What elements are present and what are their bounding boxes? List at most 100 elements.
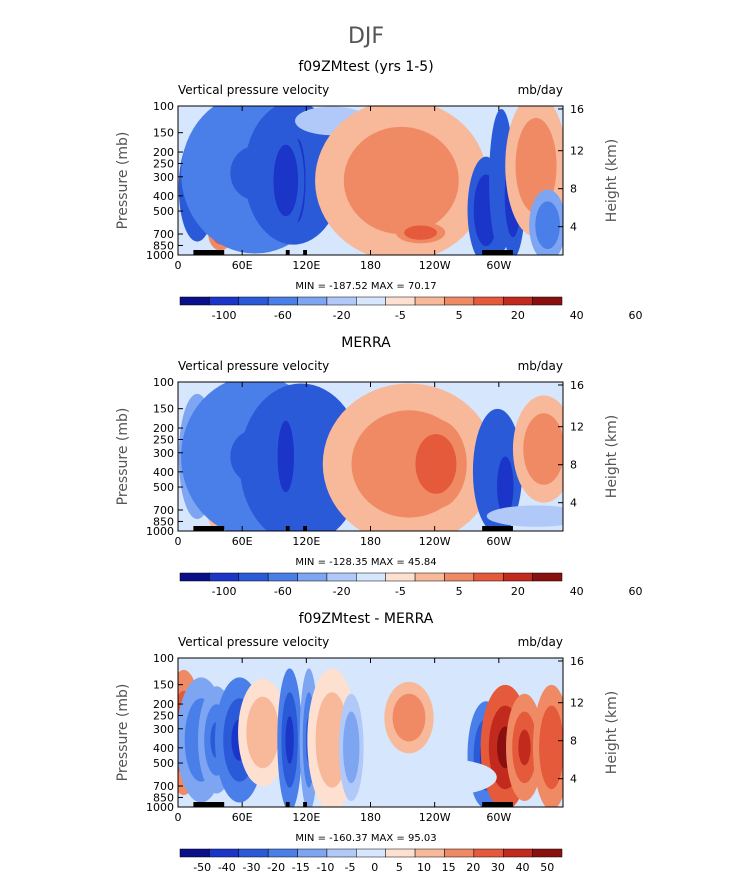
contour-region [281,438,290,475]
contour-region [519,512,553,520]
x-tick-label: 0 [175,811,182,824]
y-tick-label: 400 [153,742,174,755]
colorbar-label: 50 [540,861,554,872]
colorbar-segment [532,572,563,582]
colorbar-label: -20 [333,309,351,322]
y-tick-label: 850 [153,515,174,528]
y-tick-label: 1000 [146,249,174,262]
colorbar-label: 30 [491,861,505,872]
y-tick-label: 150 [153,127,174,140]
contour-region [412,229,429,237]
x-tick-label: 120E [292,811,320,824]
units-label: mb/day [518,83,563,97]
colorbar-segment [473,296,504,306]
colorbar-label: -100 [212,585,237,598]
colorbar-segment [297,572,328,582]
colorbar-label: -10 [316,861,334,872]
y-tick-label: 300 [153,447,174,460]
contour-region [425,449,447,479]
colorbar-label: -5 [345,861,356,872]
y-tick-label: 400 [153,466,174,479]
x-tick-label: 60E [232,535,253,548]
colorbar-segment [414,296,445,306]
units-label: mb/day [518,635,563,649]
contour-region [431,771,464,784]
x-tick-label: 180 [360,811,381,824]
colorbar-label: 10 [417,861,431,872]
y-tick-label: 700 [153,780,174,793]
colorbar-label: 20 [466,861,480,872]
x-tick-label: 60E [232,259,253,272]
colorbar-label: -20 [267,861,285,872]
y-right-tick-label: 12 [570,421,584,434]
y-tick-label: 100 [153,376,174,389]
colorbar-segment [267,848,298,858]
field [178,382,563,531]
colorbar-segment [209,572,240,582]
min-max-stats: MIN = -128.35 MAX = 45.84 [295,557,436,568]
contour-region [541,213,554,238]
colorbar-segment [532,296,563,306]
colorbar-segment [179,296,210,306]
colorbar-segment [179,848,210,858]
colorbar-label: 0 [371,861,378,872]
y-tick-label: 300 [153,723,174,736]
variable-label: Vertical pressure velocity [178,359,329,373]
colorbar-label: -15 [292,861,310,872]
colorbar-label: 60 [628,309,642,322]
colorbar-segment [297,848,328,858]
y-tick-label: 150 [153,403,174,416]
y-tick-label: 200 [153,146,174,159]
colorbar-label: 40 [570,585,584,598]
colorbar-segment [356,296,386,306]
colorbar-segment [179,572,210,582]
y-right-tick-label: 4 [570,773,577,786]
min-max-stats: MIN = -187.52 MAX = 70.17 [295,281,436,292]
min-max-stats: MIN = -160.37 MAX = 95.03 [295,833,436,844]
colorbar-segment [326,848,357,858]
y-tick-label: 1000 [146,801,174,814]
topography-mask [303,526,307,531]
topography-mask [303,802,307,807]
y-axis-title-right: Height (km) [604,415,620,498]
y-right-tick-label: 12 [570,145,584,158]
x-tick-label: 60W [486,535,511,548]
figure-title: DJF [348,24,384,49]
panel-3: f09ZMtest - MERRA Vertical pressure veloc… [115,611,620,872]
panel-title: MERRA [341,335,391,351]
contour-region [533,431,555,467]
topography-mask [285,802,290,807]
y-tick-label: 150 [153,679,174,692]
colorbar-segment [532,848,563,858]
y-tick-label: 400 [153,190,174,203]
y-tick-label: 250 [153,434,174,447]
colorbar-label: -20 [333,585,351,598]
topography-mask [482,526,513,531]
y-right-tick-label: 4 [570,221,577,234]
topography-mask [285,526,290,531]
y-right-tick-label: 8 [570,183,577,196]
y-tick-label: 700 [153,504,174,517]
colorbar-segment [502,296,533,306]
colorbar-segment [385,572,416,582]
colorbar-segment [267,296,298,306]
x-tick-label: 60W [486,811,511,824]
x-tick-label: 0 [175,535,182,548]
panel-title: f09ZMtest (yrs 1-5) [298,59,433,75]
colorbar-label: 15 [442,861,456,872]
y-right-tick-label: 16 [570,103,584,116]
colorbar-segment [267,572,298,582]
colorbar-segment [502,848,533,858]
colorbar-segment [238,848,269,858]
y-tick-label: 850 [153,791,174,804]
topography-mask [482,250,513,255]
y-axis-title-right: Height (km) [604,691,620,774]
topography-mask [193,526,225,531]
contour-region [285,716,294,764]
y-axis-title: Pressure (mb) [115,408,131,506]
colorbar-label: 40 [570,309,584,322]
colorbar-label: 5 [396,861,403,872]
contour-region [479,192,493,229]
contour-region [545,726,558,769]
colorbar-segment [209,848,240,858]
